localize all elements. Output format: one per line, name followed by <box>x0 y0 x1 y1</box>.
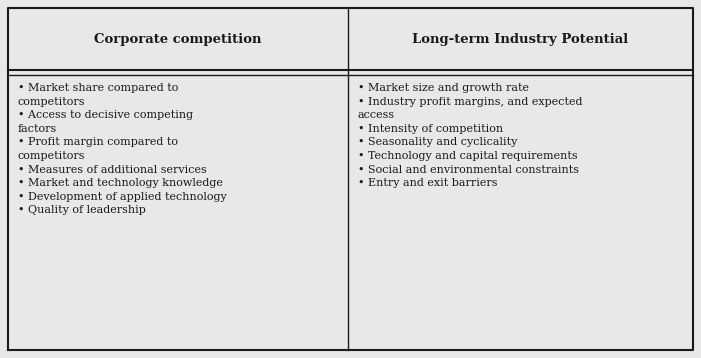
Text: Corporate competition: Corporate competition <box>94 33 261 45</box>
Text: • Market size and growth rate
• Industry profit margins, and expected
access
• I: • Market size and growth rate • Industry… <box>358 83 583 188</box>
Text: • Market share compared to
competitors
• Access to decisive competing
factors
• : • Market share compared to competitors •… <box>18 83 226 216</box>
Text: Long-term Industry Potential: Long-term Industry Potential <box>412 33 629 45</box>
